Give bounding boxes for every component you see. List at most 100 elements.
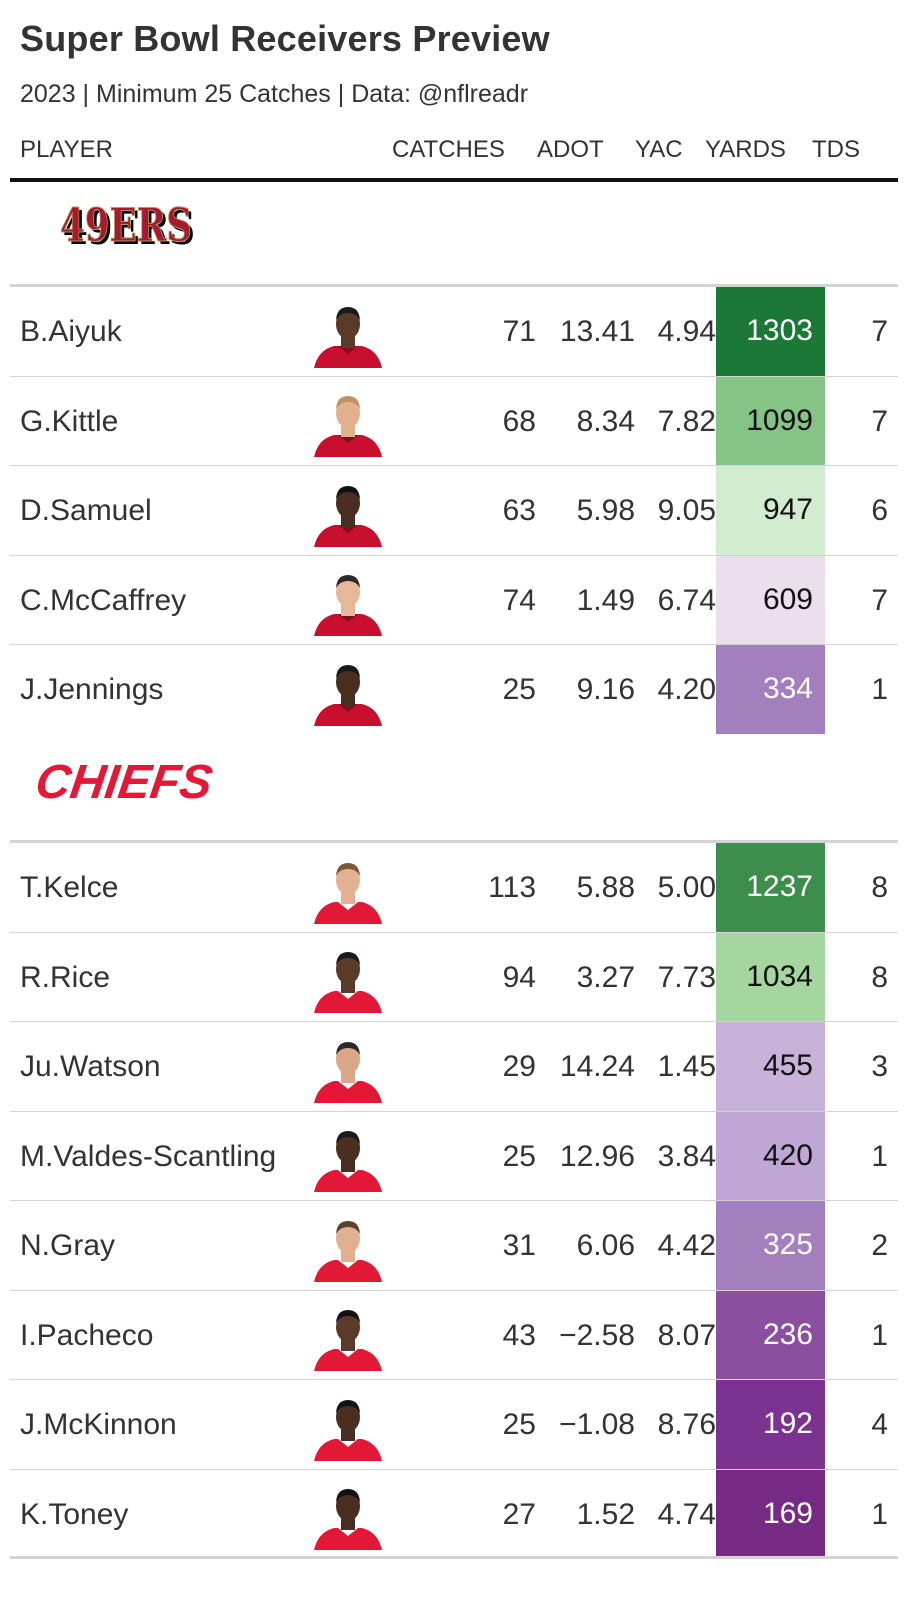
column-header-catches: CATCHES [392, 136, 505, 163]
yards-value: 1099 [746, 403, 813, 437]
adot-value: 1.49 [576, 583, 635, 617]
catches-value: 31 [502, 1229, 536, 1262]
player-headshot [314, 1489, 382, 1551]
row-divider [10, 1110, 898, 1112]
head-shape [336, 398, 360, 429]
column-header-adot: ADOT [537, 136, 604, 163]
subtitle: 2023 | Minimum 25 Catches | Data: @nflre… [20, 80, 529, 108]
yards-cell: 947 [716, 466, 825, 555]
tds-value: 6 [871, 494, 888, 527]
table-row: 420 M.Valdes-Scantling 25 12.96 3.84 1 [10, 1111, 898, 1201]
jersey-shape [314, 1438, 382, 1461]
jersey-shape [314, 1259, 382, 1282]
yac-value: 4.94 [657, 315, 716, 348]
row-divider [10, 375, 898, 377]
jersey-shape [314, 1170, 382, 1193]
jersey-shape [314, 524, 382, 547]
hair-shape [336, 1220, 360, 1234]
yac-value: 4.42 [657, 1229, 716, 1262]
yac-value: 7.82 [657, 404, 716, 438]
yac-value: 4.20 [657, 673, 716, 706]
team-row-divider [10, 840, 898, 843]
head-shape [336, 1043, 360, 1074]
jersey-shape [314, 1349, 382, 1372]
player-headshot [314, 575, 382, 637]
table-row: 169 K.Toney 27 1.52 4.74 1 [10, 1469, 898, 1559]
hair-shape [336, 306, 360, 320]
yards-cell: 1237 [716, 843, 825, 932]
jersey-shape [314, 1528, 382, 1551]
table-row: 1099 G.Kittle 68 8.34 7.82 7 [10, 376, 898, 466]
column-header-yards: YARDS [705, 136, 786, 163]
head-shape [336, 577, 360, 608]
team-row-divider [10, 284, 898, 287]
yards-cell: 192 [716, 1380, 825, 1469]
player-name: M.Valdes-Scantling [20, 1139, 277, 1173]
yards-cell: 420 [716, 1111, 825, 1200]
jersey-shape [314, 901, 382, 924]
hair-shape [336, 1489, 360, 1503]
tds-value: 3 [871, 1050, 888, 1083]
yards-value: 1034 [746, 959, 813, 993]
head-shape [336, 666, 360, 697]
yac-value: 7.73 [657, 960, 716, 994]
catches-value: 25 [502, 673, 536, 706]
adot-value: 12.96 [559, 1139, 635, 1173]
tds-value: 1 [871, 1139, 888, 1173]
player-name: G.Kittle [20, 404, 119, 438]
team-logo-49ers-shadow: 49ERS [63, 201, 195, 254]
tds-value: 1 [871, 673, 888, 706]
table-row: 334 J.Jennings 25 9.16 4.20 1 [10, 645, 898, 735]
yards-cell: 236 [716, 1290, 825, 1379]
row-divider [10, 931, 898, 933]
row-divider [10, 1289, 898, 1291]
column-header-yac: YAC [635, 136, 683, 163]
hair-shape [336, 952, 360, 966]
tds-value: 1 [871, 1318, 888, 1352]
hair-shape [336, 1399, 360, 1413]
team-logo-chiefs-text: CHIEFS [36, 755, 216, 809]
yac-value: 8.76 [657, 1408, 716, 1441]
yac-value: 9.05 [657, 494, 716, 527]
team-header-row: 49ERS 49ERS [10, 182, 898, 287]
jersey-shape [314, 345, 382, 368]
yards-cell: 455 [716, 1022, 825, 1111]
catches-value: 25 [502, 1408, 536, 1441]
player-name: N.Gray [20, 1229, 116, 1262]
team-logo-49ers-text: 49ERS [60, 198, 192, 252]
header-rule [10, 178, 898, 182]
table-row: 609 C.McCaffrey 74 1.49 6.74 7 [10, 555, 898, 645]
adot-value: 14.24 [559, 1050, 635, 1083]
yards-value: 192 [762, 1407, 813, 1440]
player-name: C.McCaffrey [20, 583, 187, 617]
head-shape [336, 954, 360, 985]
yards-cell: 169 [716, 1469, 825, 1558]
player-headshot [314, 396, 382, 458]
hair-shape [336, 664, 360, 678]
jersey-shape [314, 991, 382, 1014]
yac-value: 8.07 [657, 1318, 716, 1352]
catches-value: 71 [502, 315, 536, 348]
adot-value: 5.98 [576, 494, 635, 527]
yards-cell: 325 [716, 1201, 825, 1290]
hair-shape [336, 485, 360, 499]
jersey-shape [314, 703, 382, 726]
head-shape [336, 1401, 360, 1432]
row-divider [10, 465, 898, 466]
tds-value: 4 [871, 1408, 888, 1441]
yards-cell: 334 [716, 645, 825, 734]
adot-value: −1.08 [559, 1408, 635, 1441]
page-title: Super Bowl Receivers Preview [20, 18, 550, 59]
player-name: J.McKinnon [20, 1408, 177, 1441]
row-divider [10, 1468, 898, 1470]
tds-value: 2 [871, 1229, 888, 1262]
row-divider [10, 1021, 898, 1022]
yac-value: 1.45 [657, 1050, 716, 1083]
yards-cell: 1034 [716, 932, 825, 1021]
yards-cell: 609 [716, 555, 825, 644]
column-header-player: PLAYER [20, 136, 113, 163]
table-row: 192 J.McKinnon 25 −1.08 8.76 4 [10, 1380, 898, 1470]
yac-value: 5.00 [657, 871, 716, 904]
yac-value: 3.84 [657, 1139, 716, 1173]
